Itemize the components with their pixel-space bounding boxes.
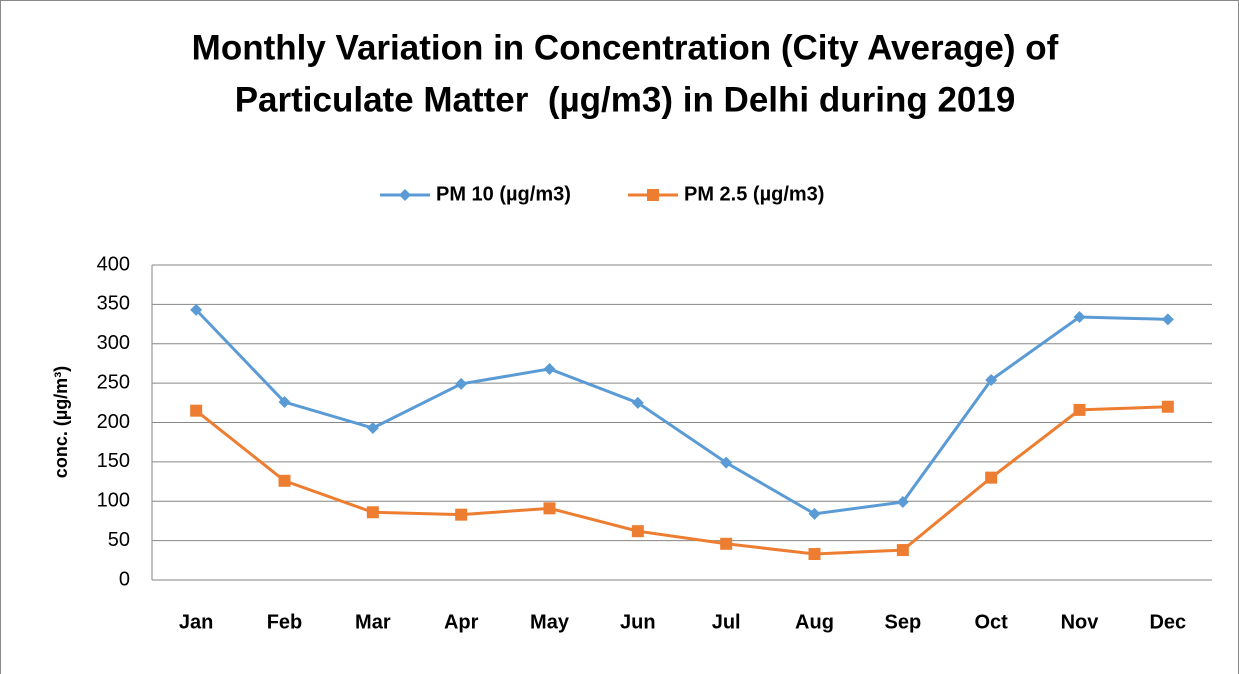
data-point xyxy=(543,362,556,375)
chart-title: Particulate Matter (µg/m3) in Delhi duri… xyxy=(235,80,1016,119)
y-axis-label: conc. (µg/m³) xyxy=(51,366,71,478)
y-tick-label: 350 xyxy=(97,293,130,315)
x-tick-label: Dec xyxy=(1149,611,1186,633)
x-tick-label: Feb xyxy=(267,611,303,633)
x-tick-label: Jan xyxy=(179,611,213,633)
data-point xyxy=(720,456,733,469)
legend-label: PM 10 (µg/m3) xyxy=(436,183,571,205)
x-tick-label: Aug xyxy=(795,611,834,633)
data-point xyxy=(896,544,909,557)
y-tick-label: 150 xyxy=(97,450,130,472)
y-tick-label: 200 xyxy=(97,411,130,433)
data-point xyxy=(896,496,909,509)
legend-marker xyxy=(399,189,411,201)
y-tick-label: 300 xyxy=(97,332,130,354)
data-point xyxy=(1073,403,1086,416)
data-point xyxy=(366,506,379,519)
y-tick-label: 50 xyxy=(108,529,130,551)
data-point xyxy=(1161,313,1174,326)
data-point xyxy=(720,537,733,550)
y-tick-label: 250 xyxy=(97,371,130,393)
data-point xyxy=(808,548,821,561)
x-tick-label: Mar xyxy=(355,611,391,633)
x-tick-label: Sep xyxy=(884,611,921,633)
x-tick-label: Nov xyxy=(1061,611,1100,633)
y-tick-label: 0 xyxy=(119,568,130,590)
x-tick-label: Jul xyxy=(712,611,741,633)
data-point xyxy=(190,404,203,417)
x-tick-label: Jun xyxy=(620,611,656,633)
data-point xyxy=(985,471,998,484)
data-point xyxy=(631,396,644,409)
legend-marker xyxy=(647,189,659,201)
data-point xyxy=(366,422,379,435)
data-point xyxy=(808,507,821,520)
series-line xyxy=(195,308,1168,516)
data-point xyxy=(1161,400,1174,413)
data-point xyxy=(455,508,468,521)
data-point xyxy=(543,502,556,515)
x-tick-label: Oct xyxy=(974,611,1008,633)
data-point xyxy=(985,373,998,386)
chart-title: Monthly Variation in Concentration (City… xyxy=(192,28,1059,67)
data-point xyxy=(278,396,291,409)
data-point xyxy=(278,474,291,487)
x-tick-label: Apr xyxy=(444,611,479,633)
x-tick-label: May xyxy=(530,611,570,633)
y-tick-label: 400 xyxy=(97,253,130,275)
y-tick-label: 100 xyxy=(97,490,130,512)
data-point xyxy=(631,525,644,538)
data-point xyxy=(190,303,203,316)
legend-label: PM 2.5 (µg/m3) xyxy=(684,183,824,205)
data-point xyxy=(1073,310,1086,323)
data-point xyxy=(455,377,468,390)
series-line xyxy=(195,405,1168,556)
